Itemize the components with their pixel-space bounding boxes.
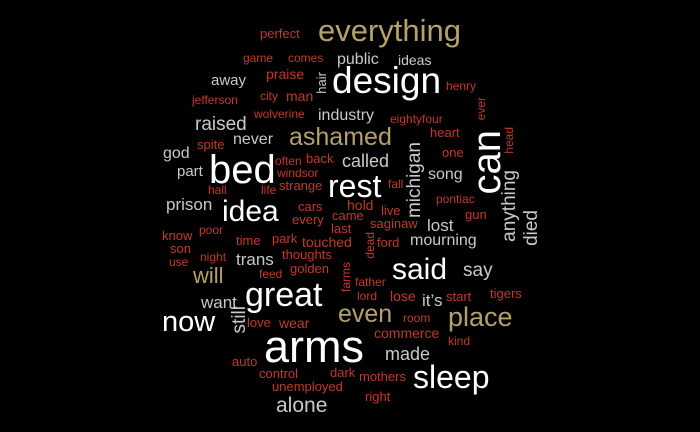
word-time: time — [236, 233, 261, 248]
word-great: great — [245, 276, 323, 314]
word-its: it’s — [422, 291, 443, 310]
word-hold: hold — [347, 197, 374, 213]
word-golden: golden — [290, 261, 330, 276]
word-often: often — [275, 154, 302, 168]
word-now: now — [162, 306, 216, 338]
word-cars: cars — [298, 199, 323, 214]
word-ford: ford — [377, 235, 400, 250]
word-place: place — [448, 302, 513, 332]
word-spite: spite — [197, 137, 225, 152]
word-sleep: sleep — [413, 359, 490, 395]
word-back: back — [306, 151, 334, 166]
word-control: control — [259, 366, 299, 381]
word-heart: heart — [430, 125, 460, 140]
word-commerce: commerce — [374, 325, 440, 341]
word-dead: dead — [363, 232, 377, 259]
word-father: father — [355, 275, 386, 289]
word-want: want — [201, 293, 237, 312]
word-mourning: mourning — [410, 232, 477, 249]
word-anything: anything — [499, 170, 520, 242]
word-michigan: michigan — [404, 142, 425, 219]
word-god: god — [163, 145, 190, 162]
word-said: said — [392, 253, 448, 286]
word-wear: wear — [279, 315, 310, 331]
word-trans: trans — [236, 250, 274, 269]
word-never: never — [233, 131, 274, 148]
word-song: song — [428, 166, 463, 183]
word-away: away — [211, 72, 247, 89]
word-arms: arms — [264, 321, 364, 372]
word-live: live — [381, 203, 401, 218]
word-called: called — [342, 151, 390, 171]
word-hair: hair — [314, 72, 329, 94]
word-eightyfour: eightyfour — [390, 112, 443, 126]
word-comes: comes — [288, 51, 324, 65]
word-last: last — [331, 221, 352, 236]
word-park: park — [272, 231, 298, 246]
word-right: right — [365, 389, 391, 404]
word-will: will — [193, 263, 224, 288]
word-industry: industry — [318, 107, 375, 124]
word-say: say — [463, 260, 493, 281]
word-henry: henry — [446, 79, 477, 93]
word-thoughts: thoughts — [282, 247, 332, 262]
word-saginaw: saginaw — [370, 216, 418, 231]
word-everything: everything — [318, 13, 462, 48]
word-praise: praise — [266, 66, 305, 82]
word-windsor: windsor — [277, 166, 319, 180]
word-unemployed: unemployed — [272, 379, 343, 394]
word-kind: kind — [448, 334, 471, 348]
word-public: public — [337, 51, 379, 68]
word-pontiac: pontiac — [436, 192, 475, 206]
word-game: game — [243, 51, 274, 65]
word-jefferson: jefferson — [192, 93, 238, 107]
word-hall: hall — [208, 183, 227, 197]
word-dark: dark — [330, 365, 356, 380]
word-perfect: perfect — [260, 26, 300, 41]
word-every: every — [292, 212, 324, 227]
word-died: died — [521, 210, 542, 246]
word-ideas: ideas — [398, 52, 432, 68]
word-poor: poor — [199, 223, 224, 237]
word-start: start — [446, 289, 472, 304]
word-fall: fall — [388, 177, 404, 191]
word-strange: strange — [279, 178, 323, 193]
word-tigers: tigers — [490, 286, 522, 301]
word-one: one — [442, 145, 464, 160]
word-made: made — [385, 344, 431, 364]
word-feed: feed — [259, 267, 283, 281]
word-man: man — [286, 88, 314, 104]
word-love: love — [247, 315, 271, 330]
word-mothers: mothers — [359, 369, 406, 384]
word-room: room — [403, 311, 431, 325]
word-auto: auto — [232, 354, 258, 369]
word-lost: lost — [427, 216, 454, 235]
word-came: came — [332, 208, 364, 223]
word-touched: touched — [302, 234, 352, 250]
word-son: son — [170, 241, 191, 256]
word-idea: idea — [222, 195, 279, 228]
word-life: life — [261, 183, 277, 197]
word-lord: lord — [357, 289, 378, 303]
word-know: know — [162, 228, 193, 243]
word-wolverine: wolverine — [254, 107, 305, 121]
word-bed: bed — [209, 148, 276, 192]
word-even: even — [338, 300, 393, 328]
word-part: part — [177, 163, 203, 180]
word-night: night — [200, 250, 227, 264]
word-rest: rest — [328, 168, 382, 204]
word-ever: ever — [474, 97, 488, 121]
word-use: use — [169, 255, 189, 269]
word-lose: lose — [390, 288, 416, 304]
word-farms: farms — [339, 262, 353, 292]
word-alone: alone — [276, 394, 328, 417]
word-ashamed: ashamed — [289, 123, 392, 151]
word-raised: raised — [195, 114, 247, 135]
word-gun: gun — [465, 207, 487, 222]
word-prison: prison — [166, 195, 213, 214]
word-design: design — [332, 60, 442, 101]
word-city: city — [260, 89, 278, 103]
